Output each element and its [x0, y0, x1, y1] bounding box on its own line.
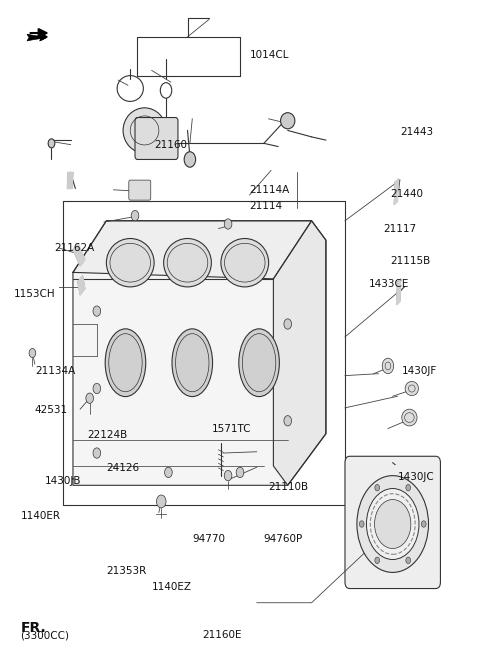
Text: 21162A: 21162A [54, 244, 94, 253]
Ellipse shape [239, 329, 279, 397]
Text: 22124B: 22124B [87, 430, 128, 441]
Text: 21440: 21440 [390, 189, 423, 198]
Text: 1430JB: 1430JB [44, 476, 81, 485]
Text: 94770: 94770 [192, 534, 225, 544]
Text: 1433CE: 1433CE [369, 279, 409, 289]
Circle shape [165, 467, 172, 478]
Ellipse shape [123, 108, 166, 153]
Polygon shape [73, 244, 85, 266]
Ellipse shape [164, 238, 211, 287]
Ellipse shape [172, 329, 213, 397]
Circle shape [421, 521, 426, 527]
Circle shape [236, 467, 244, 478]
Circle shape [375, 557, 380, 564]
Text: 21114: 21114 [250, 202, 283, 211]
Polygon shape [274, 221, 326, 485]
Text: 1430JC: 1430JC [397, 472, 434, 482]
Text: 42531: 42531 [35, 404, 68, 415]
Text: 1140ER: 1140ER [21, 511, 60, 521]
Ellipse shape [221, 238, 269, 287]
Circle shape [382, 358, 394, 374]
Circle shape [48, 139, 55, 148]
Ellipse shape [105, 329, 146, 397]
Circle shape [406, 485, 410, 491]
Polygon shape [73, 221, 312, 279]
Circle shape [131, 211, 139, 221]
Text: 1571TC: 1571TC [211, 424, 251, 434]
Polygon shape [73, 221, 326, 485]
Text: (3300CC): (3300CC) [21, 631, 70, 640]
Circle shape [93, 306, 101, 316]
Ellipse shape [402, 409, 417, 426]
Ellipse shape [405, 382, 419, 396]
Text: 94760P: 94760P [264, 534, 303, 544]
Circle shape [224, 219, 232, 229]
Circle shape [184, 152, 196, 167]
Text: 21110B: 21110B [269, 482, 309, 492]
Text: 21160E: 21160E [202, 631, 241, 640]
Text: FR.: FR. [21, 621, 46, 635]
Circle shape [375, 485, 380, 491]
Text: 21117: 21117 [383, 224, 416, 234]
Polygon shape [78, 275, 85, 295]
FancyBboxPatch shape [135, 117, 178, 159]
Circle shape [93, 384, 101, 394]
Text: 21115B: 21115B [390, 256, 431, 266]
Circle shape [284, 415, 291, 426]
Polygon shape [394, 179, 398, 205]
FancyBboxPatch shape [129, 180, 151, 200]
Circle shape [357, 476, 429, 572]
Text: 21443: 21443 [400, 127, 433, 137]
FancyBboxPatch shape [345, 456, 441, 588]
Circle shape [93, 448, 101, 458]
Circle shape [224, 470, 232, 481]
Circle shape [284, 319, 291, 329]
Text: 1430JF: 1430JF [402, 366, 437, 376]
Circle shape [86, 393, 94, 403]
Circle shape [374, 500, 411, 549]
Circle shape [366, 489, 419, 559]
Text: 21114A: 21114A [250, 185, 290, 195]
Circle shape [406, 557, 410, 564]
Text: 24126: 24126 [107, 463, 140, 473]
Polygon shape [67, 172, 73, 189]
Text: 1153CH: 1153CH [13, 288, 55, 299]
Text: 21353R: 21353R [107, 566, 146, 576]
Circle shape [29, 349, 36, 358]
Ellipse shape [281, 113, 295, 129]
Text: 21160: 21160 [154, 140, 187, 150]
Ellipse shape [107, 238, 154, 287]
Text: 1140EZ: 1140EZ [152, 582, 192, 592]
Text: 1014CL: 1014CL [250, 50, 289, 60]
Polygon shape [396, 279, 401, 305]
Text: 21134A: 21134A [35, 366, 75, 376]
Circle shape [360, 521, 364, 527]
Circle shape [156, 495, 166, 508]
